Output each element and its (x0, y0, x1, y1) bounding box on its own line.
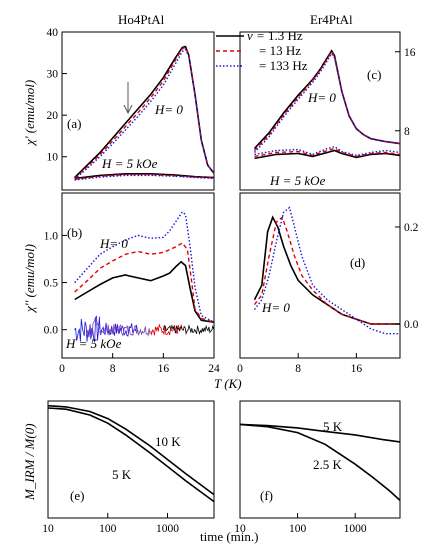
xtick-label-1-2: 16 (158, 363, 170, 375)
xtick-label-3-0: 0 (237, 363, 243, 375)
xtick-label-3-2: 16 (351, 363, 363, 375)
series-line-f-1 (239, 423, 401, 501)
svg-text:ν = 1.3 Hz: ν = 1.3 Hz (247, 28, 303, 43)
ytick-label-2-0: 8 (404, 126, 410, 138)
annotation-c-h0: H= 0 (307, 90, 336, 105)
series-line-c-4 (254, 147, 401, 158)
axis-ticks: 10 20 30 40 0.0 0.5 1.0 8 16 0.0 0.2 0 8 16 24 0 8 16 10 10… (42, 27, 418, 535)
xtick-label-5-1: 100 (289, 523, 307, 535)
panel-label-a: (a) (67, 116, 81, 131)
panel-e-series (47, 404, 215, 503)
series-line-f-0 (239, 423, 401, 443)
ytick-label-3-1: 0.2 (404, 222, 419, 234)
ylabel-e: M_IRM / M(0) (22, 423, 37, 501)
annotation-a-h0: H= 0 (154, 102, 183, 117)
panel-b-series (74, 210, 215, 323)
legend-label-3: = 133 Hz (259, 58, 308, 73)
legend-label-2: = 13 Hz (259, 43, 301, 58)
panel-b-5koe-noise (74, 315, 215, 343)
ytick-label-0-2: 30 (47, 69, 59, 81)
series-line-b-0 (74, 260, 215, 323)
ytick-label-0-1: 20 (47, 110, 59, 122)
noise-trace-3 (162, 324, 215, 336)
series-line-d-2 (253, 206, 400, 335)
noise-trace-1 (86, 318, 151, 339)
series-line-c-1 (253, 50, 401, 151)
xtick-label-5-2: 1000 (344, 523, 367, 535)
label-f-5k: 5 K (323, 419, 343, 434)
panel-c-series (253, 49, 401, 160)
label-f-2p5k: 2.5 K (313, 457, 343, 472)
xtick-label-4-0: 10 (42, 523, 54, 535)
ytick-label-3-0: 0.0 (404, 319, 419, 331)
label-e-5k: 5 K (112, 467, 132, 482)
series-line-a-4 (74, 173, 215, 180)
ylabel-b: χ'' (emu/mol) (22, 244, 37, 314)
series-line-e-1 (47, 407, 215, 503)
annotation-c-h5koe: H = 5 kOe (269, 173, 326, 188)
series-line-d-0 (253, 215, 400, 325)
annotation-b-h5koe: H = 5 kOe (65, 336, 122, 351)
panel-label-f: (f) (260, 488, 273, 503)
xtick-label-1-0: 0 (59, 363, 65, 375)
panel-d-frame (239, 192, 401, 359)
xtick-label-1-1: 8 (110, 363, 116, 375)
ytick-label-1-0: 0.0 (44, 325, 59, 337)
panel-e-frame (47, 400, 215, 519)
annotation-b-h0: H= 0 (99, 236, 128, 251)
panel-a-series (74, 45, 215, 181)
series-line-a-0 (74, 45, 215, 179)
panel-label-c: (c) (367, 67, 381, 82)
ytick-label-2-1: 16 (404, 47, 416, 59)
title-er4ptal: Er4PtAl (310, 12, 353, 27)
xtick-label-1-3: 24 (208, 363, 220, 375)
arrow-marker (123, 82, 133, 115)
panel-label-d: (d) (350, 255, 365, 270)
legend-prefix: ν = (247, 28, 268, 43)
panel-label-b: (b) (67, 225, 82, 240)
ytick-label-1-2: 1.0 (44, 230, 59, 242)
ytick-label-1-1: 0.5 (44, 278, 59, 290)
noise-trace-0 (74, 315, 138, 343)
series-line-b-1 (74, 242, 215, 323)
xtick-label-4-1: 100 (99, 523, 117, 535)
title-ho4ptal: Ho4PtAl (118, 12, 165, 27)
panel-d-series (253, 206, 400, 335)
xlabel-time: time (min.) (200, 529, 259, 544)
series-line-e-0 (47, 404, 215, 496)
ylabel-a: χ' (emu/mol) (22, 80, 37, 147)
ytick-label-0-0: 10 (47, 152, 59, 164)
panel-b-frame (61, 192, 215, 359)
panel-a-frame (61, 31, 215, 191)
annotation-d-h0: H= 0 (261, 300, 290, 315)
panel-c-frame (239, 31, 401, 191)
panel-f-series (239, 423, 401, 501)
xtick-label-4-2: 1000 (156, 523, 179, 535)
panel-f-frame (239, 400, 401, 519)
panel-label-e: (e) (70, 488, 84, 503)
series-line-d-1 (253, 216, 400, 325)
svg-text:T (K): T (K) (214, 376, 242, 391)
series-line-c-3 (254, 149, 401, 160)
legend: ν = 1.3 Hz = 13 Hz = 133 Hz (216, 28, 308, 73)
legend-label-1: 1.3 Hz (268, 28, 303, 43)
annotation-a-h5koe: H = 5 kOe (101, 156, 158, 171)
series-line-a-2 (74, 48, 215, 180)
ytick-label-0-3: 40 (47, 27, 59, 39)
label-e-10k: 10 K (155, 434, 181, 449)
series-line-c-5 (254, 145, 401, 157)
xlabel-b: T (K) (214, 376, 242, 391)
series-line-a-5 (74, 174, 215, 181)
xtick-label-3-1: 8 (295, 363, 301, 375)
series-line-a-1 (74, 46, 215, 179)
xtick-label-5-0: 10 (234, 523, 246, 535)
noise-trace-2 (150, 323, 183, 336)
